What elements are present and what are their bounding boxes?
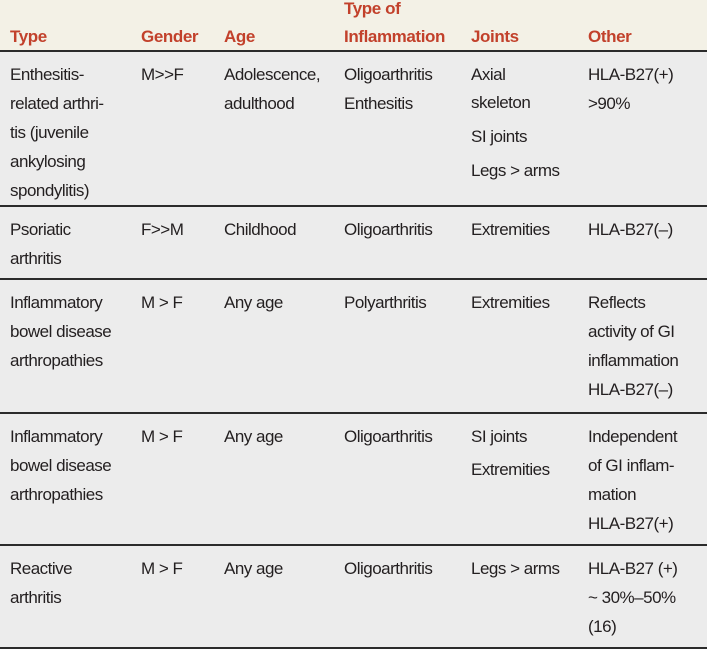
- cell-line: of GI inflam-: [588, 456, 675, 475]
- cell-line: Adolescence,: [224, 65, 321, 84]
- table-row-reactive: Reactive arthritis M > F Any age Oligoar…: [0, 546, 707, 649]
- cell-line: inflammation: [588, 351, 679, 370]
- cell-line: SI joints: [471, 127, 527, 146]
- header-type: Type: [10, 27, 47, 46]
- cell-line: arthritis: [10, 249, 62, 268]
- cell-inflammation: Oligoarthritis: [344, 554, 433, 583]
- cell-gender: M > F: [141, 422, 183, 451]
- cell-line: SI joints: [471, 427, 527, 446]
- header-age: Age: [224, 27, 255, 46]
- header-inflammation-line1: Type of: [344, 0, 401, 18]
- cell-other: HLA-B27 (+) ~ 30%–50% (16): [588, 554, 678, 641]
- header-gender: Gender: [141, 27, 199, 46]
- cell-inflammation: Polyarthritis: [344, 288, 427, 317]
- cell-line: Extremities: [471, 220, 550, 239]
- cell-line: Oligoarthritis: [344, 220, 433, 239]
- cell-line: Oligoarthritis: [344, 559, 433, 578]
- cell-line: HLA-B27(–): [588, 220, 673, 239]
- cell-joints: Legs > arms: [471, 554, 560, 583]
- cell-line: bowel disease: [10, 322, 112, 341]
- cell-line: M > F: [141, 559, 183, 578]
- cell-line: HLA-B27 (+): [588, 559, 678, 578]
- table-row-psoriatic: Psoriatic arthritis F>>M Childhood Oligo…: [0, 207, 707, 280]
- cell-line: Axial: [471, 65, 506, 84]
- cell-line: HLA-B27(+): [588, 65, 674, 84]
- cell-line: F>>M: [141, 220, 184, 239]
- cell-gender: F>>M: [141, 215, 184, 244]
- cell-other: Reflects activity of GI inflammation HLA…: [588, 288, 679, 404]
- cell-line: Inflammatory: [10, 427, 103, 446]
- cell-line: arthropathies: [10, 485, 103, 504]
- cell-line: Any age: [224, 293, 283, 312]
- cell-line: arthropathies: [10, 351, 103, 370]
- cell-line: Enthesitis-: [10, 65, 84, 84]
- cell-line: Independent: [588, 427, 678, 446]
- cell-age: Childhood: [224, 215, 297, 244]
- cell-gender: M > F: [141, 554, 183, 583]
- cell-inflammation: Oligoarthritis Enthesitis: [344, 60, 433, 118]
- cell-line: arthritis: [10, 588, 62, 607]
- cell-gender: M > F: [141, 288, 183, 317]
- cell-age: Any age: [224, 422, 283, 451]
- table-row-ibd-oligoarthritis: Inflammatory bowel disease arthropathies…: [0, 414, 707, 546]
- cell-line: (16): [588, 617, 617, 636]
- cell-line: ankylosing: [10, 152, 86, 171]
- cell-line: Extremities: [471, 293, 550, 312]
- cell-line: >90%: [588, 94, 630, 113]
- cell-gender: M>>F: [141, 60, 184, 89]
- cell-line: Legs > arms: [471, 161, 560, 180]
- cell-line: Legs > arms: [471, 559, 560, 578]
- cell-age: Adolescence, adulthood: [224, 60, 321, 118]
- table-row-enthesitis: Enthesitis- related arthri- tis (juvenil…: [0, 52, 707, 207]
- cell-line: Enthesitis: [344, 94, 413, 113]
- cell-line: Psoriatic: [10, 220, 71, 239]
- cell-type: Enthesitis- related arthri- tis (juvenil…: [10, 60, 104, 205]
- cell-line: HLA-B27(+): [588, 514, 674, 533]
- cell-line: Oligoarthritis: [344, 427, 433, 446]
- cell-age: Any age: [224, 288, 283, 317]
- header-other: Other: [588, 27, 632, 46]
- table-row-ibd-polyarthritis: Inflammatory bowel disease arthropathies…: [0, 280, 707, 414]
- cell-line: Extremities: [471, 460, 550, 479]
- cell-line: HLA-B27(–): [588, 380, 673, 399]
- cell-line: skeleton: [471, 93, 531, 112]
- cell-line: tis (juvenile: [10, 123, 89, 142]
- cell-line: related arthri-: [10, 94, 104, 113]
- cell-line: Any age: [224, 559, 283, 578]
- cell-line: spondylitis): [10, 181, 90, 200]
- cell-line: Reactive: [10, 559, 73, 578]
- cell-type: Reactive arthritis: [10, 554, 73, 612]
- table-header: Type Gender Age Type of Inflammation Joi…: [0, 0, 707, 52]
- cell-type: Inflammatory bowel disease arthropathies: [10, 288, 112, 375]
- cell-type: Psoriatic arthritis: [10, 215, 71, 273]
- cell-line: Childhood: [224, 220, 297, 239]
- cell-line: M>>F: [141, 65, 184, 84]
- cell-other: HLA-B27(–): [588, 215, 673, 244]
- cell-line: ~ 30%–50%: [588, 588, 676, 607]
- header-joints: Joints: [471, 27, 519, 46]
- cell-line: adulthood: [224, 94, 295, 113]
- cell-line: Reflects: [588, 293, 646, 312]
- cell-joints: Axial skeleton SI joints Legs > arms: [471, 58, 560, 188]
- cell-age: Any age: [224, 554, 283, 583]
- cell-type: Inflammatory bowel disease arthropathies: [10, 422, 112, 509]
- cell-joints: SI joints Extremities: [471, 420, 550, 486]
- cell-line: Polyarthritis: [344, 293, 427, 312]
- header-inflammation-line2: Inflammation: [344, 27, 445, 46]
- cell-line: activity of GI: [588, 322, 675, 341]
- cell-line: Any age: [224, 427, 283, 446]
- cell-line: Inflammatory: [10, 293, 103, 312]
- cell-line: M > F: [141, 293, 183, 312]
- cell-other: Independent of GI inflam- mation HLA-B27…: [588, 422, 678, 538]
- cell-inflammation: Oligoarthritis: [344, 422, 433, 451]
- cell-line: mation: [588, 485, 637, 504]
- cell-other: HLA-B27(+) >90%: [588, 60, 674, 118]
- cell-line: bowel disease: [10, 456, 112, 475]
- cell-inflammation: Oligoarthritis: [344, 215, 433, 244]
- cell-line: M > F: [141, 427, 183, 446]
- cell-line: Oligoarthritis: [344, 65, 433, 84]
- cell-joints: Extremities: [471, 288, 550, 317]
- cell-joints: Extremities: [471, 215, 550, 244]
